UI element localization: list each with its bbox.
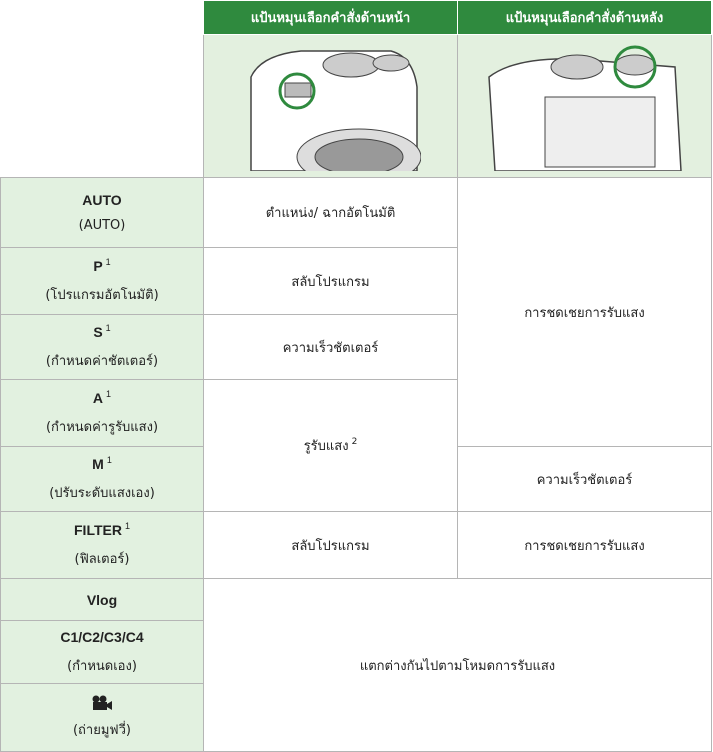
mode-cell: AUTO (AUTO) <box>0 177 204 248</box>
footnote-ref: 1 <box>124 521 130 531</box>
mode: P <box>93 258 103 274</box>
mode-note: (โปรแกรมอัตโนมัติ) <box>45 288 159 303</box>
camera-rear <box>487 45 682 172</box>
column-header: แป้นหมุนเลือกคำสั่งด้านหน้า <box>203 0 458 35</box>
mode-note: (ถ่ายมูฟวี่) <box>72 723 131 738</box>
mode-note: (AUTO) <box>78 218 126 233</box>
front-cell: สลับโปรแกรม <box>203 247 458 315</box>
mode: M <box>92 456 104 472</box>
footnote-ref: 1 <box>106 389 112 399</box>
mode-cell: M 1 (ปรับระดับแสงเอง) <box>0 446 204 512</box>
mode-cell: Vlog <box>0 578 204 621</box>
movie-icon <box>92 695 112 710</box>
front-cell: รูรับแสง 2 <box>203 379 458 512</box>
rear-dial-image <box>457 34 712 178</box>
merged-cell: แตกต่างกันไปตามโหมดการรับแสง <box>203 578 712 752</box>
rear-cell: การชดเชยการรับแสง <box>457 511 712 579</box>
footnote-ref: 1 <box>106 455 112 465</box>
footnote-ref: 1 <box>105 257 111 267</box>
front-cell: ตำแหน่ง/ ฉากอัตโนมัติ <box>203 177 458 248</box>
mode-note: (กำหนดค่ารูรับแสง) <box>45 420 159 435</box>
footnote-ref: 1 <box>105 323 111 333</box>
mode-cell: P 1 (โปรแกรมอัตโนมัติ) <box>0 247 204 315</box>
mode-line: FILTER 1 <box>1 521 203 538</box>
mode-cell: (ถ่ายมูฟวี่) <box>0 683 204 752</box>
mode: AUTO <box>82 192 122 208</box>
footnote-ref: 2 <box>351 437 358 447</box>
front-cell: สลับโปรแกรม <box>203 511 458 579</box>
mode-cell: A 1 (กำหนดค่ารูรับแสง) <box>0 379 204 447</box>
mode-note: (ปรับระดับแสงเอง) <box>49 486 155 501</box>
rear-cell: ความเร็วชัตเตอร์ <box>457 446 712 512</box>
mode-cell: S 1 (กำหนดค่าชัตเตอร์) <box>0 314 204 380</box>
blank <box>0 34 204 178</box>
mode-note: (กำหนดค่าชัตเตอร์) <box>45 354 159 369</box>
mode-note: (ฟิลเตอร์) <box>74 552 130 567</box>
mode-note: (กำหนดเอง) <box>67 658 137 674</box>
blank <box>0 0 204 35</box>
mode: A <box>92 390 104 406</box>
mode: FILTER <box>74 522 122 538</box>
rear-cell: การชดเชยการรับแสง <box>457 177 712 447</box>
front-dial-image <box>203 34 458 186</box>
mode: Vlog <box>86 591 118 608</box>
column-header: แป้นหมุนเลือกคำสั่งด้านหลัง <box>457 0 712 35</box>
mode-cell: C1/C2/C3/C4 (กำหนดเอง) <box>0 620 204 684</box>
mode: S <box>93 324 103 340</box>
front-text: รูรับแสง <box>303 439 349 454</box>
mode-cell: FILTER 1 (ฟิลเตอร์) <box>0 511 204 579</box>
front-cell: ความเร็วชัตเตอร์ <box>203 314 458 380</box>
mode: C1/C2/C3/C4 <box>60 628 144 645</box>
camera-front <box>249 50 421 186</box>
